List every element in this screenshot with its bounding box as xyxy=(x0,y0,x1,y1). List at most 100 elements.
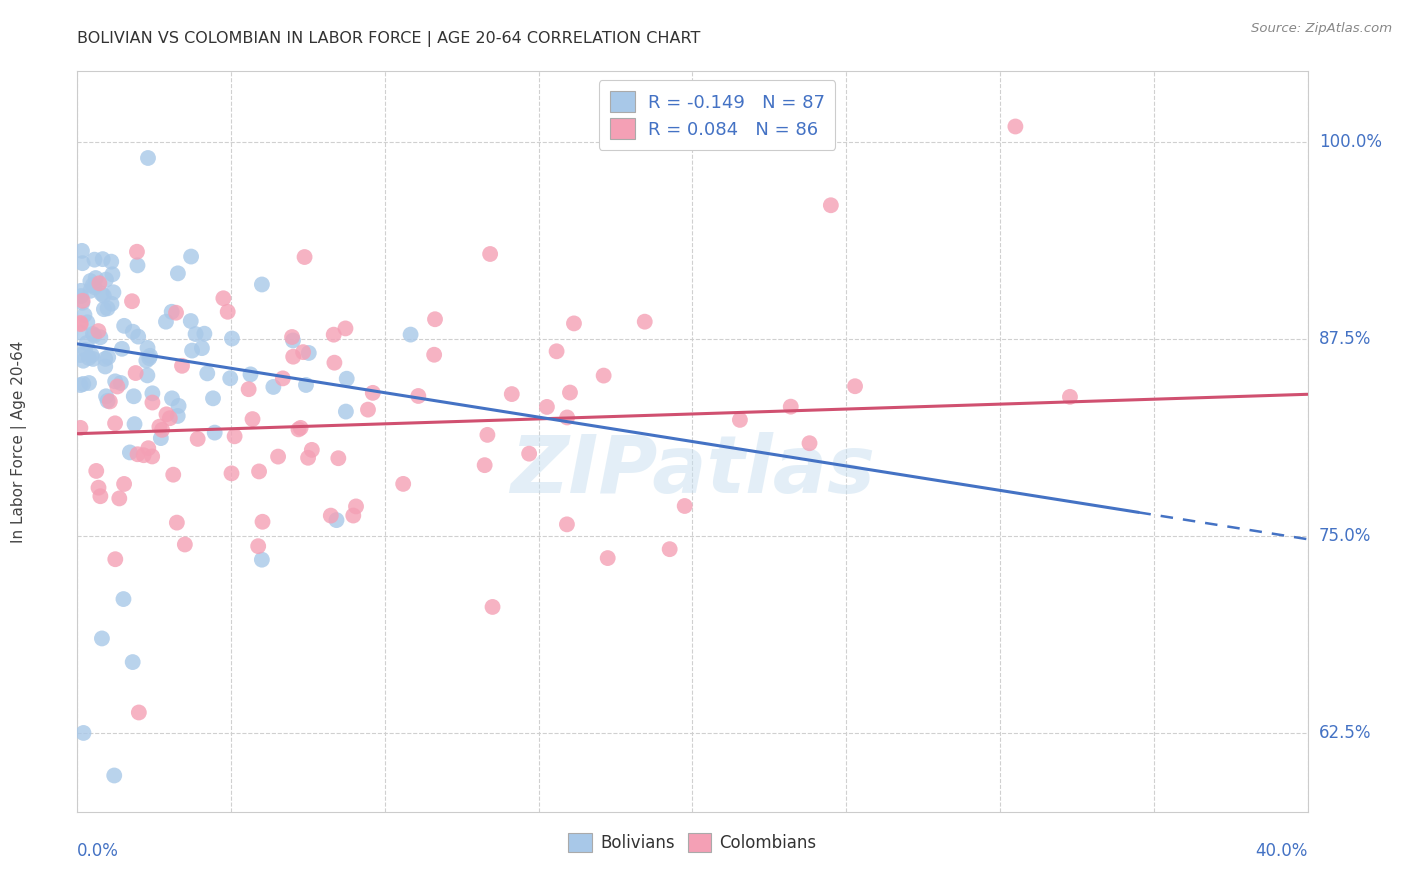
Point xyxy=(399,327,422,342)
Point xyxy=(357,402,380,417)
Point xyxy=(392,476,415,491)
Point xyxy=(281,330,304,344)
Point xyxy=(844,379,866,393)
Point xyxy=(165,306,187,320)
Point xyxy=(1059,390,1081,404)
Point xyxy=(104,375,127,389)
Point xyxy=(73,308,96,322)
Point xyxy=(335,404,357,418)
Point xyxy=(155,407,177,421)
Point xyxy=(555,517,578,532)
Point xyxy=(79,284,101,298)
Point xyxy=(83,328,105,343)
Point xyxy=(69,316,91,330)
Point xyxy=(250,552,273,566)
Point xyxy=(252,515,274,529)
Point xyxy=(239,368,262,382)
Point xyxy=(193,326,215,341)
Point xyxy=(166,516,188,530)
Point xyxy=(121,294,143,309)
Point xyxy=(201,392,224,406)
Text: BOLIVIAN VS COLOMBIAN IN LABOR FORCE | AGE 20-64 CORRELATION CHART: BOLIVIAN VS COLOMBIAN IN LABOR FORCE | A… xyxy=(77,31,700,47)
Text: 40.0%: 40.0% xyxy=(1256,842,1308,860)
Point xyxy=(75,343,97,357)
Point xyxy=(271,371,294,385)
Point xyxy=(322,327,344,342)
Point xyxy=(242,412,264,426)
Point xyxy=(187,432,209,446)
Point xyxy=(204,425,226,440)
Point xyxy=(297,450,319,465)
Point xyxy=(79,274,101,288)
Point xyxy=(110,376,132,390)
Point xyxy=(77,351,100,365)
Point xyxy=(1004,120,1026,134)
Point xyxy=(325,513,347,527)
Point xyxy=(90,632,114,646)
Point xyxy=(634,315,657,329)
Point xyxy=(267,450,290,464)
Text: 87.5%: 87.5% xyxy=(1319,330,1371,348)
Point xyxy=(159,411,181,425)
Point xyxy=(112,477,135,491)
Point xyxy=(83,252,105,267)
Point xyxy=(592,368,614,383)
Point xyxy=(820,198,842,212)
Point xyxy=(104,552,127,566)
Point xyxy=(105,379,128,393)
Point xyxy=(180,250,202,264)
Point xyxy=(658,542,681,557)
Point xyxy=(361,385,384,400)
Point xyxy=(127,447,149,461)
Point xyxy=(555,410,578,425)
Text: 75.0%: 75.0% xyxy=(1319,527,1371,545)
Point xyxy=(72,256,94,270)
Point xyxy=(103,285,125,300)
Point xyxy=(141,395,163,409)
Point xyxy=(101,268,124,282)
Point xyxy=(191,341,214,355)
Point xyxy=(141,450,163,464)
Point xyxy=(141,386,163,401)
Point xyxy=(287,422,309,436)
Point xyxy=(342,508,364,523)
Point xyxy=(481,599,503,614)
Point xyxy=(80,348,103,362)
Point xyxy=(290,421,312,435)
Point xyxy=(128,706,150,720)
Point xyxy=(70,244,93,258)
Point xyxy=(335,321,357,335)
Point xyxy=(262,380,284,394)
Point xyxy=(474,458,496,472)
Point xyxy=(111,342,134,356)
Point xyxy=(283,350,305,364)
Point xyxy=(247,539,270,553)
Point xyxy=(149,431,172,445)
Point xyxy=(89,489,111,503)
Point xyxy=(103,768,125,782)
Point xyxy=(132,448,155,462)
Text: Source: ZipAtlas.com: Source: ZipAtlas.com xyxy=(1251,22,1392,36)
Point xyxy=(546,344,568,359)
Point xyxy=(238,382,260,396)
Point xyxy=(112,318,135,333)
Point xyxy=(69,348,91,362)
Point xyxy=(160,392,183,406)
Point xyxy=(76,335,98,350)
Point xyxy=(195,367,218,381)
Point xyxy=(83,280,105,294)
Point xyxy=(136,441,159,455)
Point xyxy=(97,350,120,364)
Point xyxy=(87,324,110,338)
Point xyxy=(94,272,117,286)
Point xyxy=(148,419,170,434)
Point xyxy=(100,297,122,311)
Point xyxy=(72,295,94,310)
Point xyxy=(423,312,446,326)
Point xyxy=(536,400,558,414)
Point xyxy=(89,277,111,291)
Point xyxy=(97,393,120,408)
Point xyxy=(173,537,195,551)
Point xyxy=(301,442,323,457)
Point xyxy=(72,376,94,391)
